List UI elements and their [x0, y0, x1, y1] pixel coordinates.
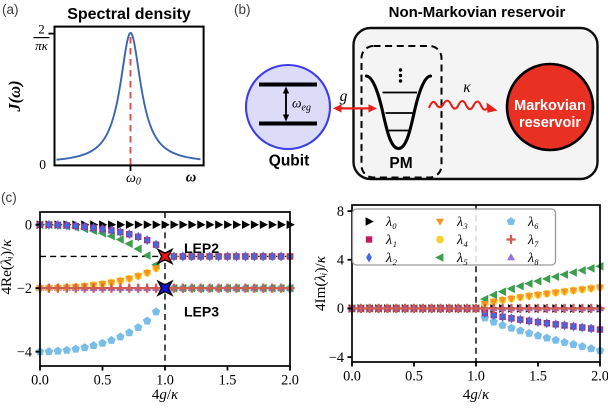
legend-label: λ₇: [527, 233, 539, 248]
panel-a-ytick-numerator: 2: [38, 22, 45, 37]
re-ylabel: 4Re(λᵢ)/κ: [0, 239, 15, 295]
x-tick-label: 1.0: [467, 369, 485, 385]
legend-marker-thin-diamond: [366, 252, 372, 263]
series-plus: [35, 283, 295, 293]
panel-a-xlabel: ω: [186, 170, 197, 186]
im-ylabel: 4Im(λᵢ)/κ: [312, 255, 329, 311]
legend-label: λ₈: [527, 251, 539, 266]
lep-star: [156, 279, 174, 297]
panel-a-xtick-omega0: ω0: [126, 171, 141, 188]
decay-label: κ: [463, 79, 471, 96]
pm-ellipsis-dots: [398, 68, 403, 83]
panel-a-ytick-zero: 0: [39, 157, 46, 172]
lep-star: [156, 247, 174, 266]
legend-label: λ₀: [385, 215, 397, 230]
qubit-label: Qubit: [269, 153, 309, 170]
decay-wavy-arrow: [428, 99, 498, 113]
legend-label: λ₂: [385, 251, 397, 266]
panel-a-ytick-denominator: πκ: [35, 38, 49, 53]
y-tick-label: 8: [337, 204, 344, 220]
y-tick-label: −2: [17, 281, 32, 297]
pm-label: PM: [389, 155, 412, 172]
markovian-label-line2: reservoir: [519, 115, 581, 131]
coupling-label: g: [340, 88, 348, 105]
legend-marker-triangle-right: [365, 217, 374, 226]
legend-marker-plus: [506, 234, 516, 245]
x-tick-label: 2.0: [591, 369, 608, 385]
re-axes: 0.0 0.5 1.0 1.5 2.0 0 −2 −4 LEP2 LEP3 4g/κ 4Re(…: [0, 211, 299, 403]
potential-well-curve: [364, 74, 433, 151]
x-tick-label: 0.0: [31, 373, 49, 389]
panel-a-ytick-peak: 2 πκ: [33, 22, 55, 53]
lep-star-markers: [156, 247, 174, 297]
qubit-circle: [244, 63, 332, 151]
y-tick-label: 0: [25, 218, 32, 234]
x-tick-label: 1.5: [219, 373, 237, 389]
im-axes-box: [351, 204, 601, 363]
coupling-arrow: [333, 104, 377, 113]
legend-box: [351, 208, 557, 266]
qubit-gap-label: ωeg: [292, 96, 311, 114]
panel-a-label: (a): [2, 2, 19, 17]
x-tick-label: 0.0: [343, 369, 361, 385]
x-tick-label: 2.0: [281, 373, 299, 389]
panel-c-label: (c): [1, 190, 17, 205]
y-tick-label: −4: [329, 350, 344, 366]
re-axes-box: [39, 211, 291, 367]
y-tick-label: −4: [17, 345, 32, 361]
pseudomode-dashed-box: [360, 45, 443, 179]
panel-b-label: (b): [234, 2, 251, 17]
y-tick-label: 4: [337, 253, 344, 269]
legend-marker-triangle-up: [507, 253, 515, 261]
x-tick-label: 1.0: [156, 373, 174, 389]
x-tick-label: 0.5: [405, 369, 423, 385]
panel-a-spectral-density: (a) Spectral density 2 πκ 0 ω0 ω J(ω): [2, 2, 205, 188]
legend-label: λ₁: [385, 233, 397, 248]
legend-marker-triangle-left: [435, 253, 444, 262]
panel-a-axes-box: [53, 25, 205, 167]
legend-label: λ₃: [456, 215, 468, 230]
legend-marker-pentagon: [506, 217, 516, 226]
im-axis-ticks: 0.0 0.5 1.0 1.5 2.0 8 4 0 −4: [329, 204, 608, 385]
legend-label: λ₆: [527, 215, 539, 230]
lep2-annotation: LEP2: [184, 240, 219, 256]
panel-a-ylabel: J(ω): [5, 80, 24, 112]
re-axis-ticks: 0.0 0.5 1.0 1.5 2.0 0 −2 −4: [17, 218, 299, 389]
markovian-reservoir-circle: [505, 62, 595, 152]
y-tick-label: 0: [337, 301, 344, 317]
panel-b-reservoir-diagram: (b) Non-Markovian reservoir ωeg Qubit g: [234, 2, 599, 181]
legend-label: λ₄: [456, 233, 468, 248]
spectral-density-curve: [56, 31, 201, 161]
x-tick-label: 0.5: [94, 373, 112, 389]
re-xlabel: 4g/κ: [152, 387, 179, 403]
panel-a-title: Spectral density: [67, 6, 191, 23]
x-tick-label: 1.5: [529, 369, 547, 385]
panel-c-eigenvalue-plots: (c) 0.0 0.5 1.0 1.5 2.0 0 −2 −4 LEP2 LEP3 4g/κ …: [0, 190, 608, 403]
im-legend: λ₀ λ₁ λ₂ λ₃ λ₄ λ₅ λ₆ λ₇ λ₈: [351, 208, 557, 266]
legend-marker-circle: [436, 235, 444, 244]
legend-marker-triangle-down: [436, 218, 444, 226]
legend-label: λ₅: [456, 251, 468, 266]
panel-b-title: Non-Markovian reservoir: [389, 4, 566, 21]
markovian-label-line1: Markovian: [514, 98, 586, 114]
im-xlabel: 4g/κ: [463, 387, 490, 403]
qubit-transition-arrow: [282, 86, 290, 122]
legend-marker-square: [365, 236, 373, 243]
lep3-annotation: LEP3: [184, 304, 219, 320]
